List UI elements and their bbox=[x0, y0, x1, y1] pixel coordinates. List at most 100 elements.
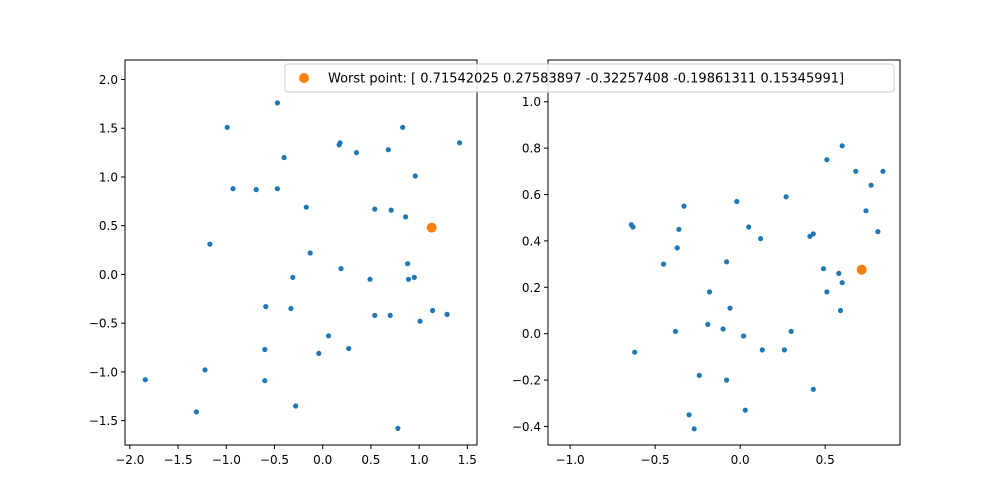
data-point bbox=[880, 168, 886, 174]
data-point bbox=[741, 333, 747, 339]
data-point bbox=[807, 233, 813, 239]
data-point bbox=[403, 214, 409, 220]
data-point bbox=[444, 311, 450, 317]
y-tick-label: 0.5 bbox=[99, 219, 118, 233]
x-tick-label: 1.5 bbox=[458, 453, 477, 467]
data-point bbox=[457, 140, 463, 146]
right-scatter-panel: −1.0 −0.5 0.0 0.5 −0.4 −0.2 0.0 0.2 0.4 0.6 0.8 1.0 bbox=[512, 59, 901, 467]
axes-frame bbox=[547, 59, 901, 446]
y-tick-label: 1.5 bbox=[99, 122, 118, 136]
worst-point-marker bbox=[856, 264, 867, 275]
data-point bbox=[758, 236, 764, 242]
data-point bbox=[387, 312, 393, 318]
y-tick-label: −1.5 bbox=[89, 414, 118, 428]
data-point bbox=[746, 224, 752, 230]
data-point bbox=[863, 208, 869, 214]
y-tick-label: 0.0 bbox=[522, 327, 541, 341]
data-point bbox=[868, 182, 874, 188]
data-point bbox=[691, 426, 697, 432]
data-point bbox=[672, 328, 679, 334]
data-point bbox=[824, 157, 830, 163]
data-point bbox=[336, 142, 342, 148]
data-point bbox=[385, 147, 391, 153]
data-point bbox=[686, 412, 692, 418]
data-point bbox=[346, 345, 352, 352]
y-tick-label: 1.0 bbox=[522, 95, 541, 109]
data-point bbox=[224, 124, 230, 130]
data-point bbox=[367, 276, 373, 282]
data-point bbox=[307, 250, 313, 256]
worst-point-marker bbox=[426, 222, 437, 233]
data-point bbox=[202, 367, 208, 373]
y-tick-label: 0.8 bbox=[522, 142, 541, 156]
data-point bbox=[142, 377, 148, 383]
data-point bbox=[411, 274, 417, 280]
x-tick-label: 0.0 bbox=[731, 453, 750, 467]
data-point bbox=[372, 206, 378, 212]
data-point bbox=[395, 425, 401, 431]
y-tick-label: 0.2 bbox=[522, 281, 541, 295]
data-point bbox=[727, 305, 733, 311]
data-point bbox=[230, 186, 236, 192]
x-tick-label: −0.5 bbox=[641, 453, 670, 467]
data-point bbox=[405, 261, 411, 267]
data-point bbox=[293, 403, 299, 409]
axes-frame bbox=[124, 59, 478, 446]
data-point bbox=[759, 347, 765, 353]
y-tick-label: 0.0 bbox=[99, 268, 118, 282]
data-point bbox=[705, 321, 711, 327]
data-point bbox=[412, 173, 418, 179]
x-tick-label: 0.5 bbox=[816, 453, 835, 467]
y-tick-label: −1.0 bbox=[89, 365, 118, 379]
data-point bbox=[281, 154, 287, 161]
x-tick-label: −1.0 bbox=[556, 453, 585, 467]
data-point bbox=[696, 372, 702, 378]
data-point bbox=[632, 349, 638, 355]
data-point bbox=[372, 312, 378, 318]
data-point bbox=[303, 204, 309, 210]
data-point bbox=[316, 350, 322, 356]
data-point bbox=[661, 261, 667, 267]
data-point bbox=[288, 305, 294, 312]
data-point bbox=[742, 407, 748, 413]
data-point bbox=[720, 326, 726, 332]
data-point bbox=[338, 266, 344, 272]
data-point bbox=[400, 124, 406, 130]
data-point bbox=[837, 307, 844, 314]
data-point bbox=[388, 207, 394, 213]
data-point bbox=[262, 346, 268, 353]
data-point bbox=[253, 187, 259, 193]
data-point bbox=[875, 229, 881, 235]
data-point bbox=[788, 328, 794, 334]
data-point bbox=[839, 280, 845, 286]
data-point bbox=[430, 307, 436, 314]
y-tick-label: 1.0 bbox=[99, 170, 118, 184]
legend-box bbox=[284, 63, 895, 93]
x-tick-label: −1.5 bbox=[163, 453, 192, 467]
data-point bbox=[810, 386, 816, 392]
x-tick-label: 0.0 bbox=[313, 453, 332, 467]
data-point bbox=[783, 194, 789, 200]
data-point bbox=[681, 203, 687, 209]
data-point bbox=[839, 143, 845, 149]
data-point bbox=[274, 186, 280, 192]
data-point bbox=[676, 226, 682, 232]
data-point bbox=[853, 168, 859, 174]
data-point bbox=[706, 289, 713, 295]
data-point bbox=[274, 100, 280, 106]
x-tick-label: −2.0 bbox=[115, 453, 144, 467]
data-point bbox=[325, 333, 332, 339]
data-point bbox=[417, 318, 423, 324]
y-tick-label: 0.6 bbox=[522, 188, 541, 202]
x-tick-label: −1.0 bbox=[212, 453, 241, 467]
y-tick-label: 0.4 bbox=[522, 234, 541, 248]
y-tick-label: −0.5 bbox=[89, 317, 118, 331]
x-tick-label: 1.0 bbox=[410, 453, 429, 467]
data-point bbox=[263, 304, 269, 310]
data-point bbox=[724, 377, 730, 383]
data-point bbox=[674, 245, 680, 251]
x-tick-label: 0.5 bbox=[361, 453, 380, 467]
legend-label: Worst point: [ 0.71542025 0.27583897 -0.… bbox=[328, 72, 844, 87]
data-point bbox=[781, 347, 788, 353]
